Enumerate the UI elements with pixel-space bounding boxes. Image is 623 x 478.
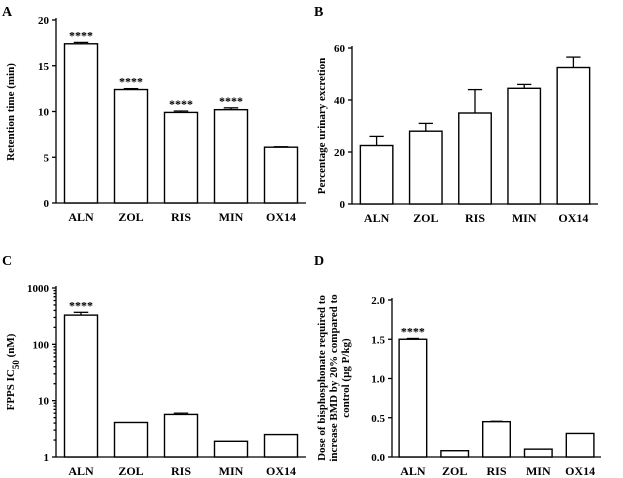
y-tick-label-c: 1 xyxy=(44,452,50,464)
y-tick-label-a: 0 xyxy=(44,198,50,210)
significance-label-aln-d: **** xyxy=(401,324,425,338)
y-tick-label-d: 1.5 xyxy=(371,334,385,346)
bar-ox14-c xyxy=(263,433,299,458)
bar-zol-b xyxy=(408,130,443,205)
category-label-min-a: MIN xyxy=(219,210,244,224)
category-label-ris-c: RIS xyxy=(171,464,191,478)
bar-ris-d xyxy=(482,420,511,458)
y-axis-label-b: Percentage urinary excretion xyxy=(316,58,328,194)
bar-aln-c xyxy=(63,314,99,458)
y-tick-label-c: 10 xyxy=(38,396,50,408)
panel-label-b: B xyxy=(314,5,323,20)
panel-a-chart: 0 5 10 15 20 Retention time (min) **** ALN **** Z… xyxy=(5,15,306,224)
significance-label-zol-a: **** xyxy=(119,75,143,89)
bar-min-c xyxy=(213,440,249,458)
y-tick-label-a: 20 xyxy=(38,15,50,27)
category-label-min-b: MIN xyxy=(512,211,537,225)
category-label-aln-c: ALN xyxy=(68,464,94,478)
category-label-zol-a: ZOL xyxy=(118,210,143,224)
y-tick-label-b: 0 xyxy=(340,199,346,211)
bar-zol-c xyxy=(113,421,149,458)
category-label-ox14-d: OX14 xyxy=(565,464,595,478)
category-label-zol-d: ZOL xyxy=(442,464,467,478)
bar-aln-d xyxy=(398,338,428,458)
significance-label-aln-c: **** xyxy=(69,298,93,312)
significance-label-ris-a: **** xyxy=(169,97,193,111)
panel-b-chart: 0 20 40 60 Percentage urinary excretion ALN ZO… xyxy=(316,43,598,225)
category-label-aln-d: ALN xyxy=(400,464,426,478)
y-tick-label-b: 40 xyxy=(334,95,346,107)
panel-label-d: D xyxy=(314,254,324,269)
bar-min-a xyxy=(213,108,249,204)
bar-ris-c xyxy=(163,413,199,458)
bar-ris-a xyxy=(163,111,199,204)
bar-aln-b xyxy=(359,144,394,205)
panel-d-chart: 0.0 0.5 1.0 1.5 2.0 Dose of bisphosphonate re… xyxy=(316,294,601,478)
significance-label-aln-a: **** xyxy=(69,28,93,42)
y-axis-label-d: control (µg P/kg) xyxy=(340,338,352,418)
significance-label-min-a: **** xyxy=(219,94,243,108)
category-label-ris-d: RIS xyxy=(486,464,506,478)
y-tick-label-d: 0.5 xyxy=(371,413,385,425)
category-label-zol-c: ZOL xyxy=(118,464,143,478)
category-label-aln-b: ALN xyxy=(364,211,390,225)
y-tick-label-a: 10 xyxy=(38,107,50,119)
category-label-ox14-b: OX14 xyxy=(558,211,588,225)
y-tick-label-a: 15 xyxy=(38,61,50,73)
y-tick-label-d: 2.0 xyxy=(371,295,385,307)
category-label-ris-b: RIS xyxy=(465,211,485,225)
bar-ox14-d xyxy=(565,432,595,458)
category-label-zol-b: ZOL xyxy=(413,211,438,225)
y-axis-label-a: Retention time (min) xyxy=(5,63,17,161)
panel-c-chart: 1 10 100 1000 FPPS IC50 (nM) **** ALN ZOL RIS MIN… xyxy=(5,283,306,478)
y-tick-label-d: 1.0 xyxy=(371,374,385,386)
y-tick-label-c: 100 xyxy=(33,339,50,351)
bar-aln-a xyxy=(63,43,99,204)
y-axis-label-d: Dose of bisphosphonate required to xyxy=(316,295,328,461)
category-label-ox14-c: OX14 xyxy=(266,464,296,478)
y-axis-label-c: FPPS IC50 (nM) xyxy=(5,333,21,410)
bar-ox14-b xyxy=(556,66,591,205)
category-label-aln-a: ALN xyxy=(68,210,94,224)
category-label-ox14-a: OX14 xyxy=(266,210,296,224)
category-label-ris-a: RIS xyxy=(171,210,191,224)
bar-zol-d xyxy=(440,450,470,458)
panel-label-a: A xyxy=(2,5,13,20)
panel-label-c: C xyxy=(2,254,12,269)
y-tick-label-b: 20 xyxy=(334,147,346,159)
bar-min-b xyxy=(507,87,542,205)
bar-ris-b xyxy=(458,112,492,205)
y-tick-label-c: 1000 xyxy=(27,283,50,295)
bar-zol-a xyxy=(113,88,149,204)
y-tick-label-d: 0.0 xyxy=(371,452,385,464)
y-axis-label-d: increase BMD by 20% compared to xyxy=(328,294,340,462)
bar-ox14-a xyxy=(263,146,299,204)
y-tick-label-b: 60 xyxy=(334,43,346,55)
category-label-min-c: MIN xyxy=(219,464,244,478)
y-tick-label-a: 5 xyxy=(44,152,50,164)
bar-min-d xyxy=(523,448,553,458)
category-label-min-d: MIN xyxy=(526,464,551,478)
